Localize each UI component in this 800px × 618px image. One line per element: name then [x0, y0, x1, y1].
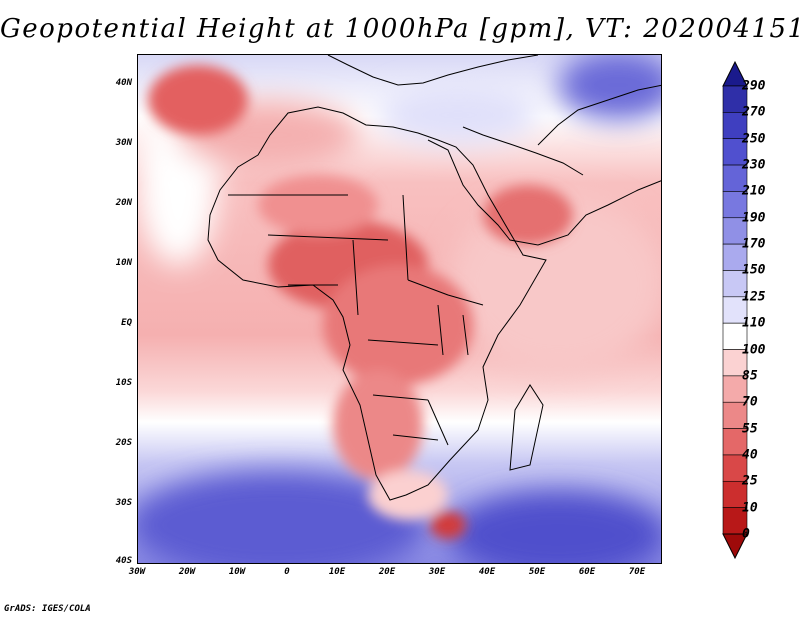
lat-tick-label: 20N	[115, 198, 132, 208]
colorbar-label: 250	[742, 131, 766, 147]
lat-tick-label: 30N	[115, 138, 132, 148]
colorbar-label: 0	[742, 526, 750, 542]
colorbar-segment	[722, 401, 748, 429]
colorbar-segment	[722, 428, 748, 456]
lon-tick-label: 20W	[178, 567, 196, 577]
colorbar-label: 150	[742, 262, 766, 278]
colorbar-segment	[722, 349, 748, 377]
lat-tick-label: 40N	[115, 78, 132, 88]
colorbar-label: 40	[742, 447, 758, 463]
colorbar-label: 125	[742, 289, 766, 305]
colorbar-segment	[722, 296, 748, 324]
geopotential-field	[138, 55, 661, 563]
lat-tick-label: 40S	[115, 556, 132, 566]
colorbar-segment	[722, 270, 748, 298]
lon-tick-label: 30W	[128, 567, 146, 577]
lat-tick-label: 10N	[115, 258, 132, 268]
colorbar-segment	[722, 164, 748, 192]
colorbar-label: 85	[742, 368, 758, 384]
colorbar-label: 270	[742, 104, 766, 120]
colorbar-label: 170	[742, 236, 766, 252]
lon-tick-label: 20E	[378, 567, 396, 577]
chart-title: Geopotential Height at 1000hPa [gpm], VT…	[0, 14, 800, 44]
grads-credit: GrADS: IGES/COLA	[4, 604, 91, 614]
colorbar-segment	[722, 454, 748, 482]
colorbar-segment	[722, 322, 748, 350]
lat-tick-label: 20S	[115, 438, 132, 448]
colorbar	[722, 60, 748, 560]
colorbar-label: 210	[742, 183, 766, 199]
contour-shading	[138, 55, 661, 563]
lon-tick-label: 30E	[428, 567, 446, 577]
lat-tick-label: 10S	[115, 378, 132, 388]
colorbar-label: 70	[742, 394, 758, 410]
colorbar-label: 100	[742, 342, 766, 358]
colorbar-label: 230	[742, 157, 766, 173]
colorbar-label: 190	[742, 210, 766, 226]
colorbar-label: 25	[742, 473, 758, 489]
coastlines-borders	[207, 55, 661, 501]
lon-tick-label: 70E	[628, 567, 646, 577]
lon-tick-label: 0	[284, 567, 290, 577]
map-plot-area	[137, 54, 662, 564]
lon-tick-label: 60E	[578, 567, 596, 577]
lon-tick-label: 50E	[528, 567, 546, 577]
colorbar-bottom-cap	[722, 533, 748, 560]
lat-tick-label: EQ	[121, 318, 132, 328]
lon-tick-label: 10E	[328, 567, 346, 577]
colorbar-segment	[722, 507, 748, 535]
colorbar-label: 55	[742, 421, 758, 437]
colorbar-label: 10	[742, 500, 758, 516]
lon-tick-label: 40E	[478, 567, 496, 577]
colorbar-label: 110	[742, 315, 766, 331]
colorbar-segment	[722, 191, 748, 219]
colorbar-segment	[722, 375, 748, 403]
colorbar-label: 290	[742, 78, 766, 94]
lon-tick-label: 10W	[228, 567, 246, 577]
lat-tick-label: 30S	[115, 498, 132, 508]
colorbar-segment	[722, 112, 748, 140]
colorbar-segment	[722, 85, 748, 113]
